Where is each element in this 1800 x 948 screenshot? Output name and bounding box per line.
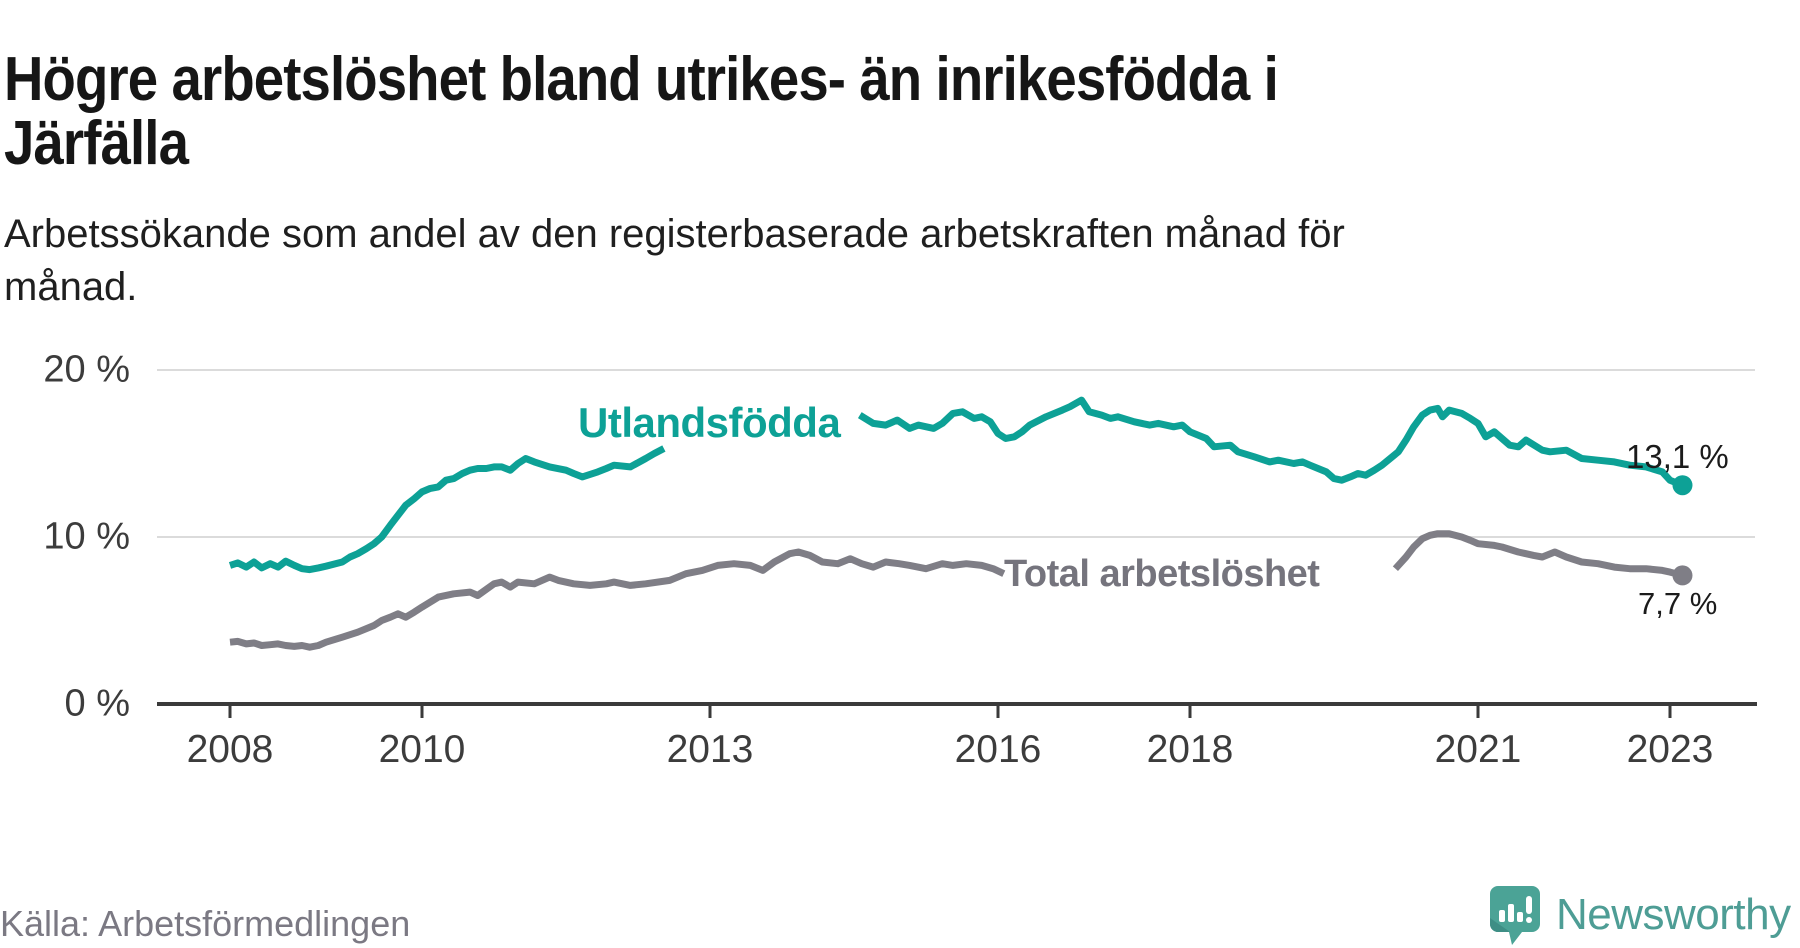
x-axis-label-2013: 2013: [666, 728, 754, 771]
x-axis-label-2016: 2016: [954, 728, 1042, 771]
series-label-utlandsfodda: Utlandsfödda: [578, 399, 841, 446]
y-axis-label-20: 20 %: [43, 348, 130, 391]
end-value-label-total: 7,7 %: [1638, 586, 1718, 621]
page-subtitle: Arbetssökande som andel av den registerb…: [4, 212, 1345, 309]
newsworthy-logo-icon: [1490, 886, 1540, 945]
series-line-0-segment-1: [857, 396, 1684, 489]
x-axis-label-2010: 2010: [378, 728, 466, 771]
x-axis-label-2021: 2021: [1434, 728, 1522, 771]
series-label-total-arbetsloshet: Total arbetslöshet: [1004, 553, 1320, 595]
series-endpoint-dot-1: [1672, 565, 1693, 586]
y-axis-label-0: 0 %: [64, 682, 130, 725]
series-endpoint-dot-0: [1672, 475, 1693, 496]
newsworthy-logo-text: Newsworthy: [1556, 890, 1791, 939]
x-axis-label-2018: 2018: [1146, 728, 1234, 771]
x-axis-label-2023: 2023: [1626, 728, 1714, 771]
page-title: Högre arbetslöshet bland utrikes- än inr…: [4, 44, 1279, 178]
x-axis-label-2008: 2008: [186, 728, 274, 771]
end-value-label-utlandsfodda: 13,1 %: [1626, 438, 1729, 475]
series-line-0-segment-0: [228, 445, 666, 574]
series-line-1-segment-0: [229, 548, 1006, 651]
newsworthy-logo: Newsworthy: [1488, 884, 1791, 946]
y-axis-label-10: 10 %: [43, 515, 130, 558]
source-attribution: Källa: Arbetsförmedlingen: [0, 903, 411, 944]
series-line-1-segment-1: [1392, 530, 1684, 579]
